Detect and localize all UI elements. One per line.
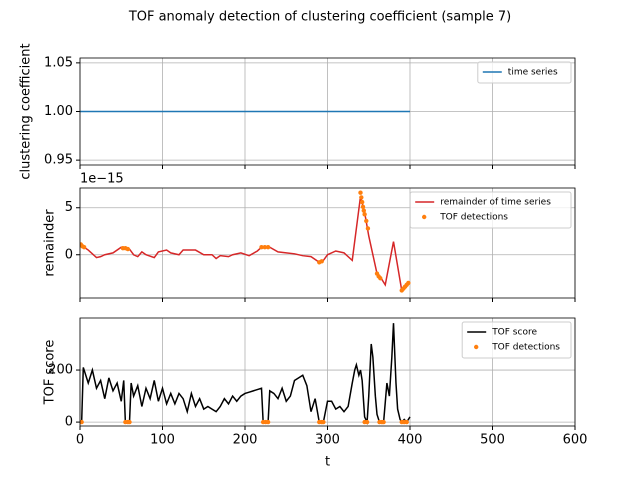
- legend-box: [409, 191, 572, 229]
- detection-point: [404, 419, 409, 425]
- y-tick-label: 0: [65, 415, 73, 430]
- legend-label: remainder of time series: [440, 198, 551, 208]
- axes-frame: [79, 187, 576, 299]
- detection-point: [381, 419, 386, 425]
- legend-swatch: [422, 214, 427, 220]
- y-tick-label: 200: [48, 363, 73, 378]
- x-tick-label: 300: [315, 433, 340, 448]
- legend-label: TOF detections: [491, 343, 560, 353]
- x-tick-label: 0: [76, 433, 84, 448]
- axes-frame: [79, 57, 576, 166]
- legend: remainder of time series TOF detections: [409, 191, 572, 229]
- figure-title: TOF anomaly detection of clustering coef…: [128, 10, 511, 25]
- offset-label: 1e−15: [80, 172, 124, 187]
- y-tick-label: 0.95: [44, 153, 73, 168]
- detection-point: [125, 246, 131, 252]
- detection-point: [364, 218, 369, 224]
- y-axis-label: remainder: [43, 209, 58, 277]
- detection-point: [81, 245, 87, 250]
- y-tick-label: 5: [65, 200, 73, 215]
- series-line: [80, 323, 411, 426]
- detection-point: [361, 208, 366, 213]
- detection-point: [378, 276, 383, 281]
- detection-point: [359, 195, 364, 200]
- y-axis-label: clustering coefficient: [19, 43, 34, 179]
- detection-point: [80, 419, 84, 425]
- detection-point: [406, 280, 411, 286]
- x-axis-label: t: [325, 455, 330, 470]
- x-tick-label: 600: [563, 433, 588, 448]
- x-tick-label: 400: [398, 433, 423, 448]
- y-axis-label: TOF score: [43, 340, 58, 406]
- y-tick-label: 1.05: [44, 55, 73, 70]
- x-tick-label: 500: [480, 433, 505, 448]
- legend-label: TOF detections: [439, 213, 508, 223]
- detection-point: [365, 226, 371, 231]
- detection-point: [364, 419, 370, 425]
- y-tick-label: 1.00: [44, 104, 73, 119]
- y-tick-label: 0: [65, 247, 73, 262]
- detection-point: [360, 204, 366, 210]
- legend-box: [477, 61, 572, 84]
- x-tick-label: 100: [150, 433, 175, 448]
- detection-point: [265, 245, 271, 250]
- detection-point: [259, 245, 264, 250]
- series-line: [80, 196, 411, 292]
- plot-area: [80, 190, 411, 293]
- detection-point: [362, 212, 367, 217]
- detection-point: [319, 259, 324, 264]
- detection-point: [359, 199, 365, 205]
- plot-area: [80, 323, 411, 426]
- legend: TOF score TOF detections: [461, 321, 572, 359]
- detection-point: [265, 419, 271, 425]
- detection-point: [321, 419, 326, 425]
- legend-label: TOF score: [491, 328, 537, 338]
- axes-frame: [79, 317, 576, 427]
- legend: time series: [477, 61, 572, 84]
- x-tick-label: 200: [233, 433, 258, 448]
- detection-point: [358, 190, 363, 195]
- legend-swatch: [474, 344, 479, 350]
- detection-point: [262, 245, 267, 250]
- legend-box: [461, 321, 572, 359]
- detection-point: [127, 419, 132, 425]
- legend-label: time series: [508, 68, 558, 78]
